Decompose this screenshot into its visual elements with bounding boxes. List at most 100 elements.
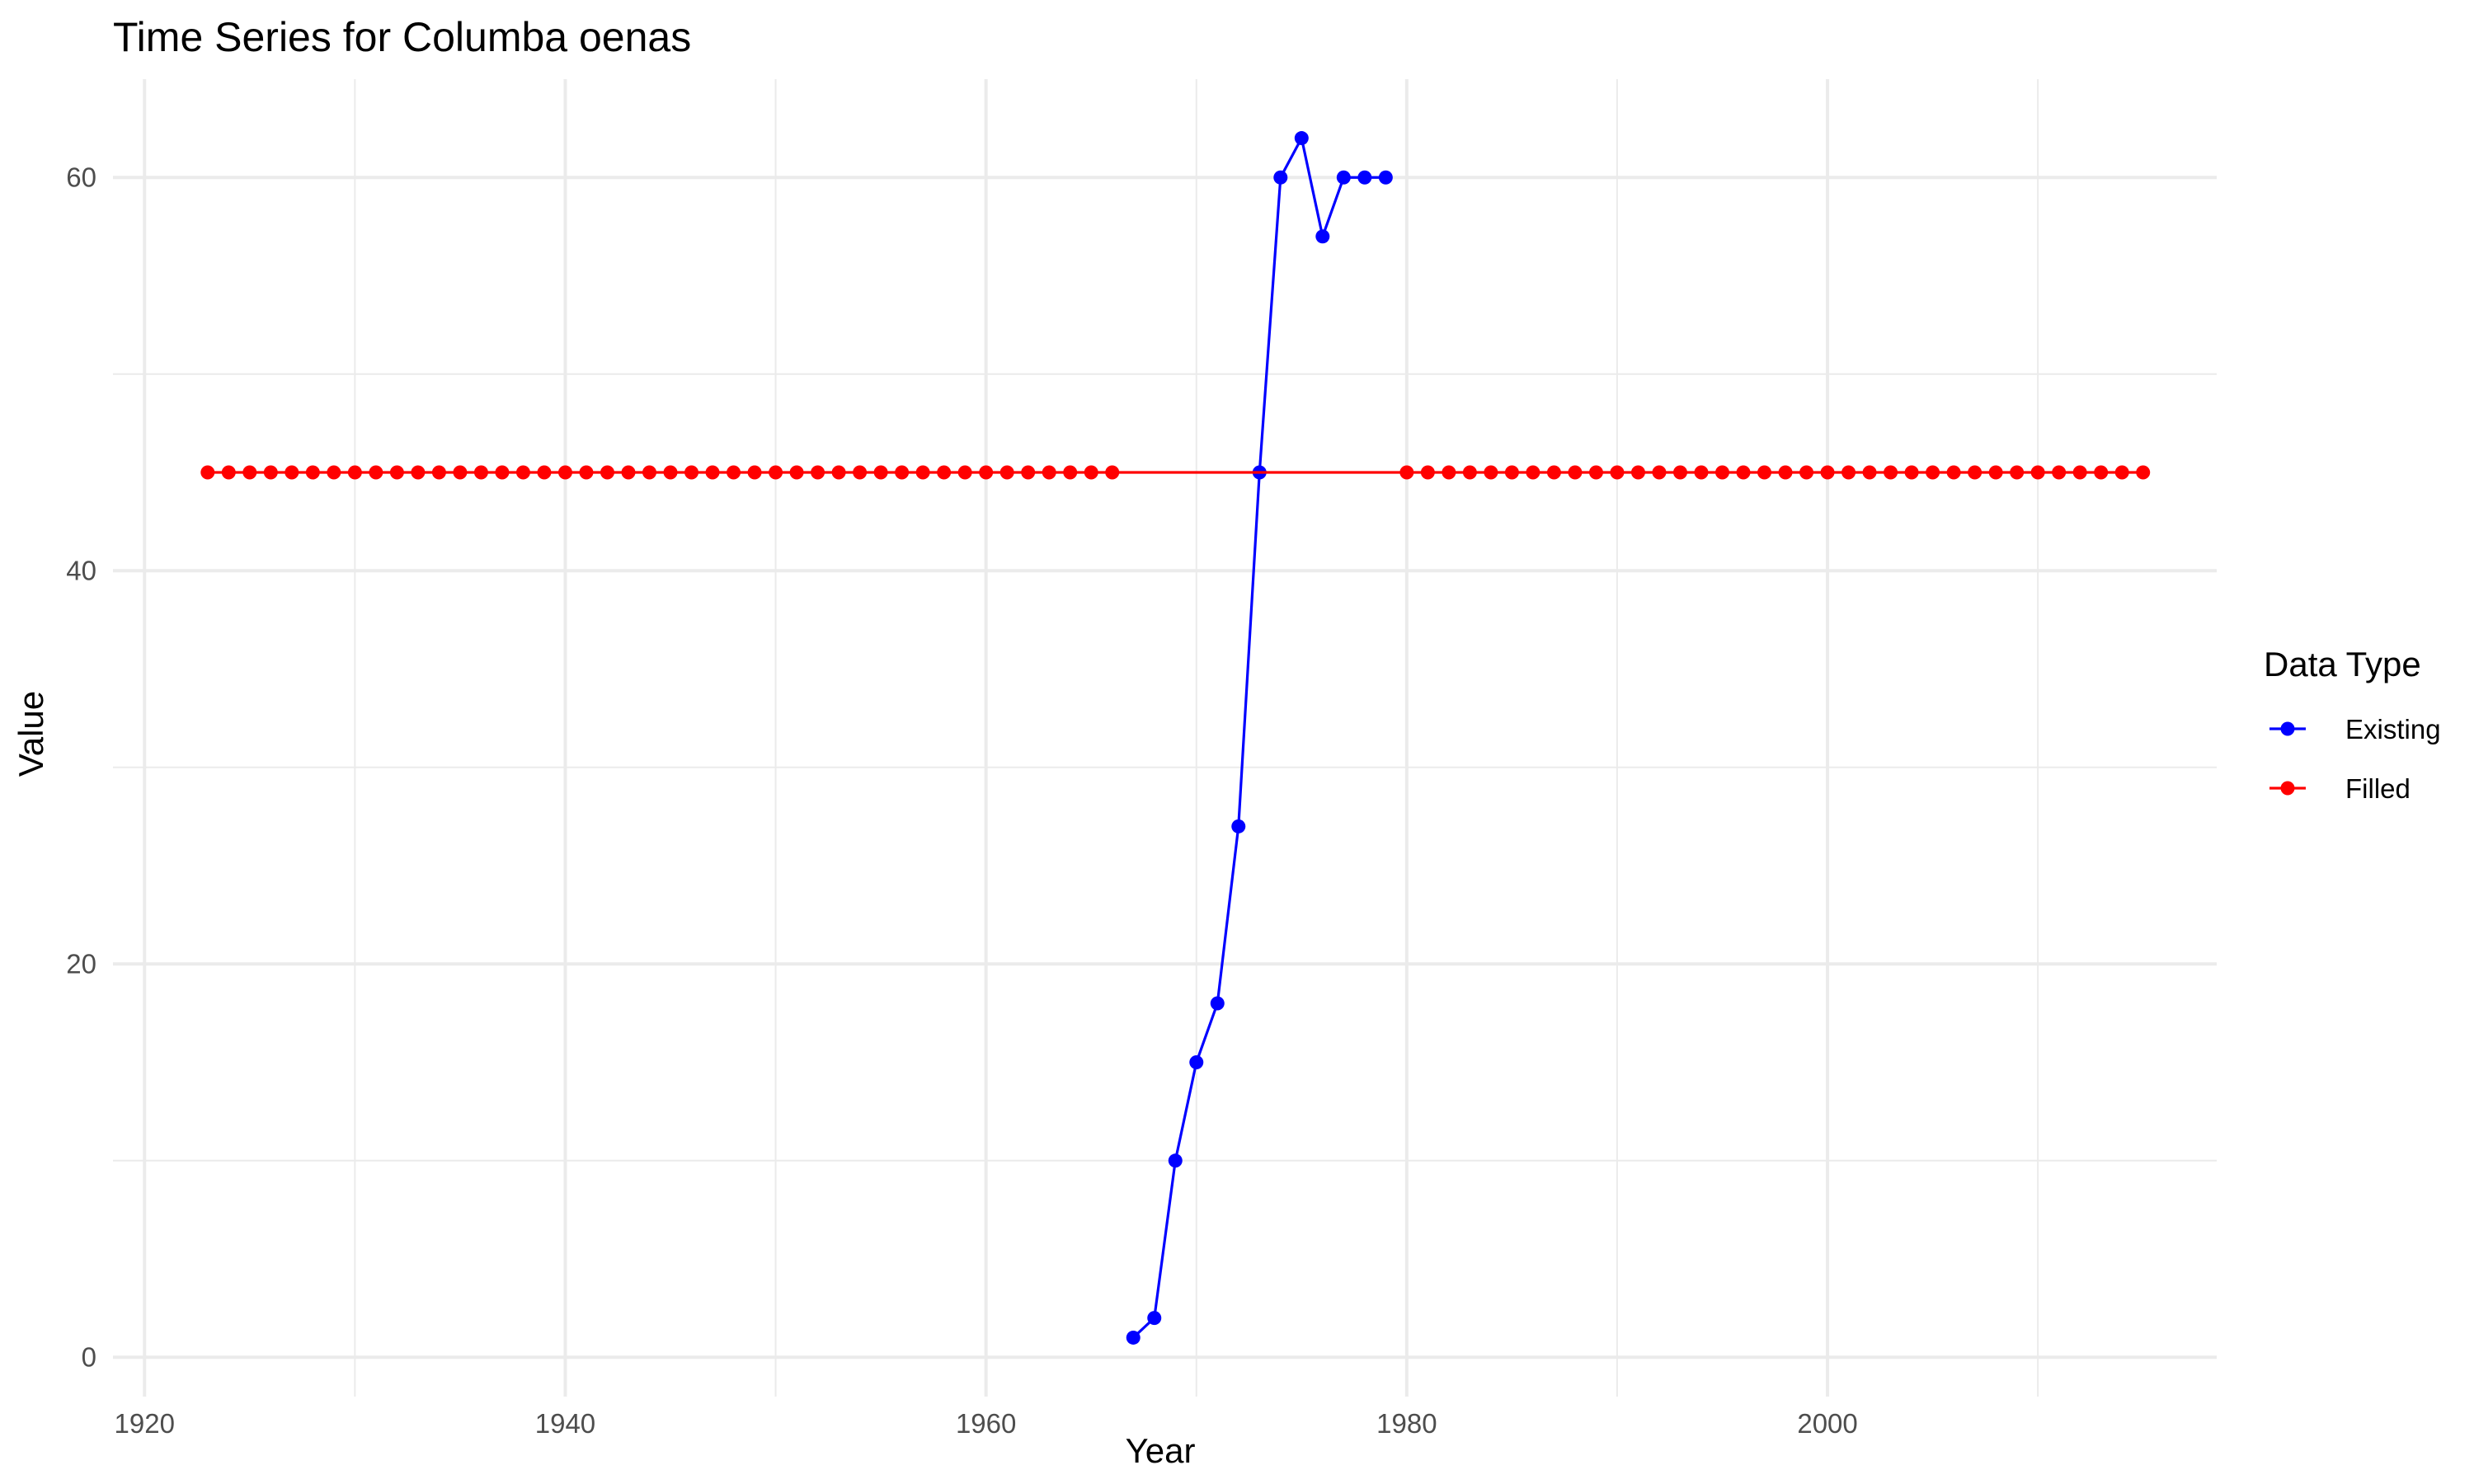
filled-point — [1084, 465, 1098, 480]
x-tick-label: 1920 — [115, 1408, 175, 1439]
filled-point — [473, 465, 488, 480]
filled-point — [1968, 465, 1982, 480]
legend-key-point — [2280, 781, 2295, 796]
filled-point — [1504, 465, 1519, 480]
filled-point — [1568, 465, 1583, 480]
filled-point — [369, 465, 383, 480]
filled-series — [200, 465, 2151, 480]
filled-point — [2136, 465, 2151, 480]
filled-point — [937, 465, 952, 480]
filled-point — [2094, 465, 2109, 480]
filled-point — [242, 465, 257, 480]
x-axis-title: Year — [1126, 1431, 1196, 1470]
legend-label: Filled — [2345, 773, 2411, 804]
filled-point — [1736, 465, 1751, 480]
filled-point — [1694, 465, 1709, 480]
filled-point — [1546, 465, 1561, 480]
filled-point — [1526, 465, 1540, 480]
filled-point — [2052, 465, 2067, 480]
y-tick-label: 60 — [66, 162, 96, 192]
filled-point — [389, 465, 404, 480]
filled-point — [1105, 465, 1120, 480]
y-tick-label: 40 — [66, 555, 96, 585]
filled-point — [811, 465, 825, 480]
x-tick-label: 1960 — [956, 1408, 1016, 1439]
filled-point — [537, 465, 552, 480]
legend-title: Data Type — [2264, 645, 2421, 683]
existing-point — [1168, 1153, 1183, 1168]
filled-point — [1988, 465, 2003, 480]
filled-point — [579, 465, 594, 480]
filled-point — [1715, 465, 1730, 480]
existing-point — [1336, 170, 1351, 185]
filled-point — [557, 465, 572, 480]
y-tick-label: 0 — [82, 1341, 96, 1372]
filled-point — [705, 465, 720, 480]
existing-point — [1315, 229, 1330, 244]
y-tick-label: 20 — [66, 948, 96, 979]
filled-point — [1442, 465, 1456, 480]
filled-point — [727, 465, 741, 480]
filled-point — [853, 465, 868, 480]
filled-point — [1757, 465, 1772, 480]
filled-point — [600, 465, 614, 480]
filled-point — [1462, 465, 1477, 480]
legend-label: Existing — [2345, 714, 2441, 744]
filled-point — [1420, 465, 1435, 480]
filled-point — [221, 465, 236, 480]
y-axis-tick-labels: 0 20 40 60 — [66, 162, 96, 1372]
grid-lines — [113, 79, 2217, 1397]
filled-point — [999, 465, 1014, 480]
filled-point — [411, 465, 426, 480]
filled-point — [1652, 465, 1667, 480]
filled-point — [1630, 465, 1645, 480]
filled-point — [200, 465, 215, 480]
filled-point — [2114, 465, 2129, 480]
filled-point — [305, 465, 320, 480]
filled-point — [1841, 465, 1856, 480]
filled-point — [431, 465, 446, 480]
x-tick-label: 1940 — [535, 1408, 595, 1439]
filled-point — [347, 465, 362, 480]
legend-item-existing: Existing — [2269, 714, 2441, 744]
filled-point — [1884, 465, 1898, 480]
filled-point — [1926, 465, 1940, 480]
legend-key-point — [2280, 721, 2295, 736]
filled-point — [642, 465, 657, 480]
filled-point — [979, 465, 994, 480]
filled-point — [957, 465, 972, 480]
filled-point — [1672, 465, 1687, 480]
legend-items: Existing Filled — [2269, 714, 2441, 804]
existing-point — [1210, 996, 1225, 1011]
filled-point — [453, 465, 468, 480]
filled-point — [1021, 465, 1036, 480]
filled-point — [327, 465, 341, 480]
data-series — [200, 131, 2151, 1345]
filled-point — [1042, 465, 1056, 480]
filled-point — [769, 465, 783, 480]
filled-point — [747, 465, 762, 480]
filled-point — [831, 465, 846, 480]
filled-point — [1820, 465, 1835, 480]
filled-point — [2072, 465, 2087, 480]
filled-point — [263, 465, 278, 480]
existing-point — [1294, 131, 1309, 146]
existing-point — [1273, 170, 1288, 185]
filled-point — [1862, 465, 1877, 480]
legend: Data Type Existing Filled — [2264, 645, 2441, 804]
filled-point — [684, 465, 699, 480]
filled-point — [1778, 465, 1793, 480]
existing-point — [1231, 819, 1246, 834]
existing-point — [1378, 170, 1393, 185]
filled-point — [285, 465, 299, 480]
filled-point — [1904, 465, 1919, 480]
filled-point — [1588, 465, 1603, 480]
filled-point — [1399, 465, 1414, 480]
filled-point — [663, 465, 678, 480]
x-tick-label: 2000 — [1797, 1408, 1857, 1439]
y-axis-title: Value — [12, 691, 50, 777]
filled-point — [915, 465, 930, 480]
filled-point — [2030, 465, 2045, 480]
filled-point — [873, 465, 888, 480]
filled-point — [895, 465, 910, 480]
